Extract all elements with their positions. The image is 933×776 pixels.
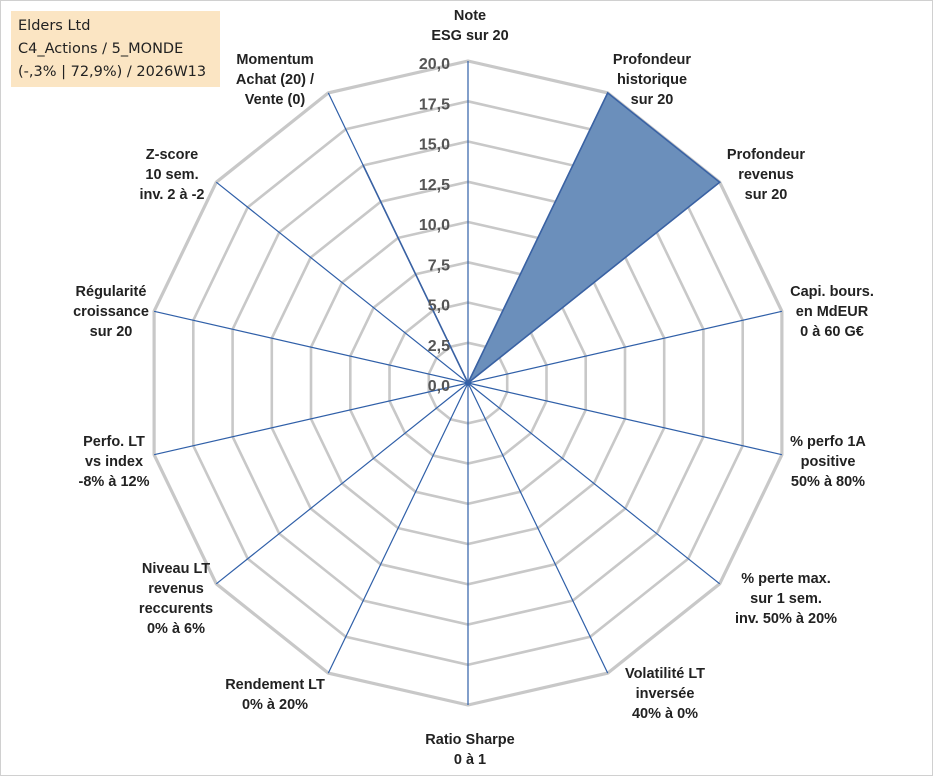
axis-label-line: 0 à 1 <box>454 752 486 768</box>
axis-label-line: 50% à 80% <box>791 474 865 490</box>
axis-label-line: % perfo 1A <box>790 434 866 450</box>
axis-label-line: revenus <box>738 167 794 183</box>
axis-label: Volatilité LT inversée 40% à 0% <box>625 666 705 722</box>
axis-label-line: Profondeur <box>613 52 691 68</box>
company-name: Elders Ltd <box>18 18 91 34</box>
axis-label-line: Profondeur <box>727 147 805 163</box>
axis-label-line: inversée <box>636 686 695 702</box>
axis-spoke <box>467 310 783 384</box>
axis-spoke <box>153 310 469 384</box>
axis-label-line: sur 20 <box>631 92 674 108</box>
axis-label-line: reccurents <box>139 601 213 617</box>
axis-labels: Note ESG sur 20 Profondeur historique sur 20… <box>73 8 874 768</box>
axis-label-line: sur 1 sem. <box>750 591 822 607</box>
tick-label: 20,0 <box>419 56 450 73</box>
axis-spoke <box>327 382 469 674</box>
axis-label-line: Z-score <box>146 147 198 163</box>
axis-label-line: Capi. bours. <box>790 284 874 300</box>
axis-label: Profondeur revenus sur 20 <box>727 147 805 203</box>
axis-spoke <box>467 382 721 585</box>
tick-label: 7,5 <box>428 257 450 274</box>
axis-label-line: en MdEUR <box>796 304 869 320</box>
portfolio-name: C4_Actions / 5_MONDE <box>18 41 184 57</box>
axis-spoke <box>153 382 469 456</box>
axis-label-line: Perfo. LT <box>83 434 145 450</box>
axis-label: Régularité croissance sur 20 <box>73 284 149 340</box>
axis-label-line: 0% à 6% <box>147 621 205 637</box>
axis-label: Note ESG sur 20 <box>431 8 508 44</box>
axis-label-line: inv. 2 à -2 <box>139 187 204 203</box>
tick-labels: 0,0 2,5 5,0 7,5 10,0 12,5 15,0 17,5 20,0 <box>419 56 450 395</box>
axis-label-line: Vente (0) <box>245 92 306 108</box>
axis-label-line: Rendement LT <box>225 677 325 693</box>
axis-label-line: Note <box>454 8 486 24</box>
axis-label: Momentum Achat (20) / Vente (0) <box>236 52 314 108</box>
axis-label-line: inv. 50% à 20% <box>735 611 837 627</box>
axis-label-line: -8% à 12% <box>79 474 150 490</box>
axis-label: Profondeur historique sur 20 <box>613 52 691 108</box>
tick-label: 2,5 <box>428 338 450 355</box>
tick-label: 10,0 <box>419 217 450 234</box>
series-area <box>362 91 721 385</box>
performance-stats: (-,3% | 72,9%) / 2026W13 <box>18 64 207 80</box>
axis-label-line: positive <box>801 454 856 470</box>
axis-spoke <box>467 382 783 456</box>
info-box: Elders Ltd C4_Actions / 5_MONDE (-,3% | … <box>11 11 220 87</box>
tick-label: 0,0 <box>428 378 450 395</box>
axis-label: Capi. bours. en MdEUR 0 à 60 G€ <box>790 284 874 340</box>
axis-label: Rendement LT 0% à 20% <box>225 677 325 713</box>
axis-label-line: Momentum <box>236 52 313 68</box>
axis-label-line: ESG sur 20 <box>431 28 508 44</box>
tick-label: 15,0 <box>419 137 450 154</box>
axis-spoke <box>215 181 469 384</box>
axis-label: Niveau LT revenus reccurents 0% à 6% <box>139 561 213 637</box>
axis-label-line: 10 sem. <box>145 167 198 183</box>
axis-label-line: Achat (20) / <box>236 72 314 88</box>
axis-spoke <box>215 382 469 585</box>
axis-label-line: sur 20 <box>745 187 788 203</box>
axis-label-line: Ratio Sharpe <box>425 732 514 748</box>
axis-label-line: 0% à 20% <box>242 697 308 713</box>
axis-label-line: % perte max. <box>741 571 830 587</box>
axis-label: % perfo 1A positive 50% à 80% <box>790 434 866 490</box>
axis-label: Perfo. LT vs index -8% à 12% <box>79 434 150 490</box>
axis-label-line: croissance <box>73 304 149 320</box>
axis-label-line: Niveau LT <box>142 561 210 577</box>
axis-label-line: sur 20 <box>90 324 133 340</box>
axis-spoke <box>467 382 609 674</box>
axis-label-line: Régularité <box>76 284 147 300</box>
axis-label: Ratio Sharpe 0 à 1 <box>425 732 514 768</box>
axis-label-line: historique <box>617 72 687 88</box>
axis-label: % perte max. sur 1 sem. inv. 50% à 20% <box>735 571 837 627</box>
tick-label: 5,0 <box>428 298 450 315</box>
axis-label: Z-score 10 sem. inv. 2 à -2 <box>139 147 204 203</box>
axis-label-line: Volatilité LT <box>625 666 705 682</box>
axis-label-line: 0 à 60 G€ <box>800 324 864 340</box>
series-polygon <box>362 91 721 385</box>
axis-label-line: vs index <box>85 454 143 470</box>
tick-label: 17,5 <box>419 96 450 113</box>
axis-label-line: 40% à 0% <box>632 706 698 722</box>
tick-label: 12,5 <box>419 177 450 194</box>
axis-label-line: revenus <box>148 581 204 597</box>
